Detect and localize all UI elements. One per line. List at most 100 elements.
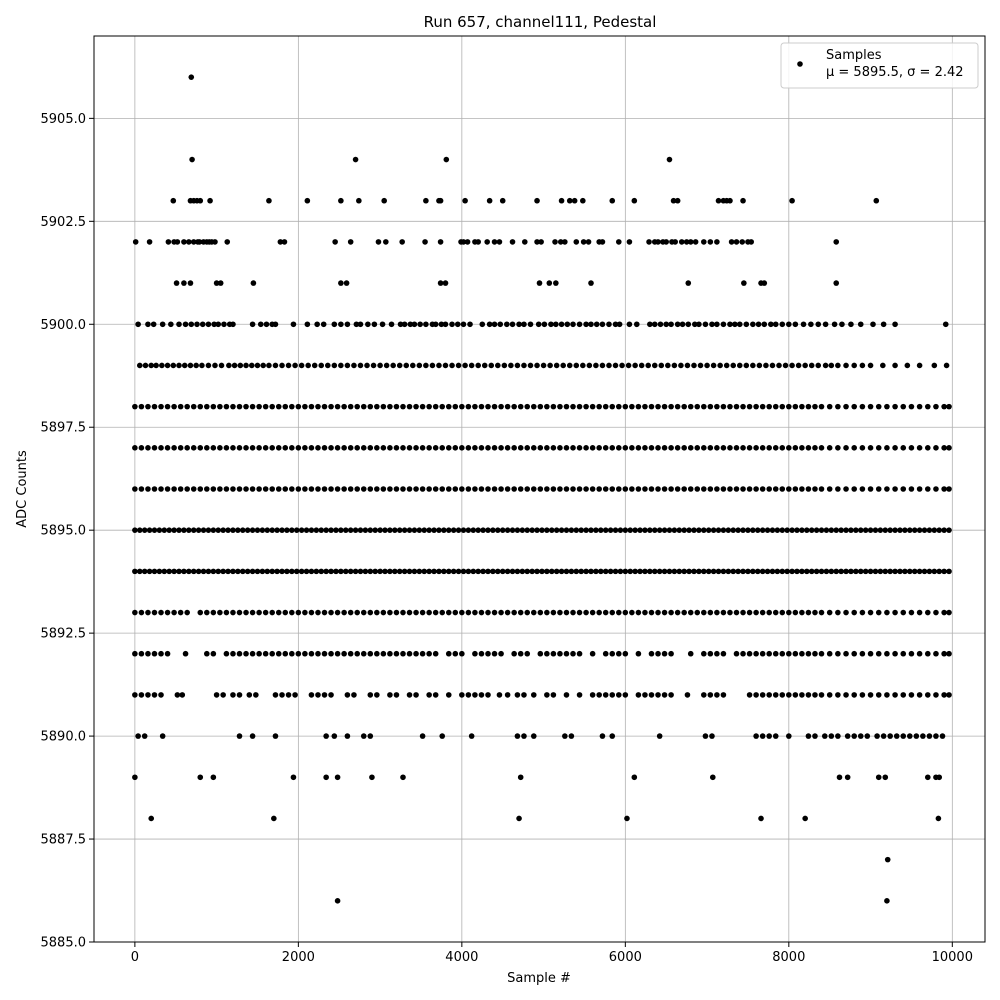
data-point — [941, 568, 947, 575]
data-point — [205, 321, 212, 328]
data-point — [656, 527, 663, 533]
data-point — [132, 403, 138, 410]
data-point — [570, 650, 576, 657]
data-point — [921, 527, 928, 533]
data-point — [190, 239, 197, 245]
data-point — [374, 692, 380, 698]
data-point — [177, 609, 184, 616]
data-point — [158, 445, 164, 451]
data-point — [524, 609, 531, 616]
data-point — [217, 403, 223, 410]
data-point — [171, 568, 177, 575]
data-point — [367, 609, 374, 616]
data-point — [450, 527, 457, 533]
data-point — [632, 362, 638, 369]
data-point — [243, 609, 249, 616]
data-point — [230, 609, 236, 616]
data-point — [401, 527, 408, 533]
data-point — [282, 609, 289, 616]
data-point — [295, 403, 302, 410]
data-point — [439, 609, 446, 616]
data-point — [478, 650, 485, 657]
data-point — [609, 733, 616, 739]
data-point — [906, 568, 913, 575]
data-point — [256, 486, 262, 492]
data-point — [516, 815, 522, 822]
y-tick-label: 5887.5 — [41, 833, 87, 848]
data-point — [491, 650, 498, 657]
data-point — [707, 650, 714, 657]
y-tick-label: 5890.0 — [41, 730, 87, 745]
data-point — [857, 568, 864, 575]
data-point — [521, 362, 527, 369]
data-point — [908, 486, 915, 492]
data-point — [617, 568, 624, 575]
data-point — [432, 445, 439, 451]
data-point — [624, 815, 630, 822]
data-point — [176, 321, 182, 328]
data-point — [530, 692, 537, 698]
data-point — [213, 280, 220, 286]
data-point — [776, 362, 782, 369]
data-point — [625, 362, 632, 369]
data-point — [380, 609, 387, 616]
data-point — [205, 527, 212, 533]
data-point — [207, 197, 213, 204]
data-point — [704, 362, 710, 369]
data-point — [763, 362, 769, 369]
data-point — [221, 321, 227, 328]
data-point — [655, 445, 661, 451]
data-point — [769, 568, 776, 575]
data-point — [642, 445, 648, 451]
data-point — [230, 486, 236, 492]
data-point — [616, 321, 623, 328]
data-point — [511, 403, 517, 410]
data-point — [269, 609, 276, 616]
data-point — [275, 486, 282, 492]
data-point — [302, 445, 308, 451]
data-point — [935, 815, 942, 822]
data-point — [558, 197, 565, 204]
data-point — [661, 568, 668, 575]
data-point — [753, 650, 759, 657]
data-point — [452, 650, 459, 657]
data-point — [900, 733, 907, 739]
data-point — [472, 486, 478, 492]
data-point — [772, 321, 779, 328]
data-point — [509, 239, 516, 245]
data-point — [168, 321, 174, 328]
data-point — [696, 527, 702, 533]
data-point — [720, 650, 727, 657]
data-point — [843, 527, 849, 533]
data-point — [237, 362, 244, 369]
data-point — [534, 568, 540, 575]
data-point — [892, 527, 898, 533]
data-point — [696, 568, 702, 575]
data-point — [946, 568, 952, 575]
data-point — [544, 403, 550, 410]
data-point — [715, 527, 722, 533]
data-point — [759, 650, 766, 657]
data-point — [374, 650, 380, 657]
data-point — [908, 445, 915, 451]
data-point — [833, 280, 840, 286]
data-point — [367, 527, 374, 533]
data-point — [622, 692, 629, 698]
data-point — [308, 527, 315, 533]
data-point — [217, 280, 224, 286]
data-point — [426, 486, 432, 492]
data-point — [759, 527, 766, 533]
data-point — [759, 733, 766, 739]
data-point — [181, 362, 188, 369]
data-point — [504, 527, 511, 533]
data-point — [519, 527, 526, 533]
data-point — [818, 609, 825, 616]
data-point — [445, 650, 452, 657]
data-point — [573, 362, 580, 369]
data-point — [602, 403, 609, 410]
data-point — [308, 650, 315, 657]
data-point — [454, 321, 461, 328]
data-point — [347, 527, 354, 533]
data-point — [668, 609, 674, 616]
data-point — [289, 568, 295, 575]
